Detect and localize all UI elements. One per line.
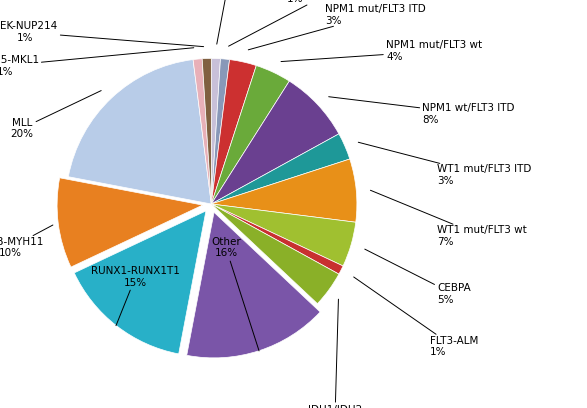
Wedge shape xyxy=(211,204,343,274)
Text: RBM15-MKL1
1%: RBM15-MKL1 1% xyxy=(0,48,194,77)
Text: RUNX1-RUNX1T1
15%: RUNX1-RUNX1T1 15% xyxy=(91,266,180,326)
Text: CBFB-MYH11
10%: CBFB-MYH11 10% xyxy=(0,225,53,259)
Text: WT1 mut/FLT3 wt
7%: WT1 mut/FLT3 wt 7% xyxy=(370,190,527,247)
Text: FLT3-ALM
1%: FLT3-ALM 1% xyxy=(354,277,478,357)
Wedge shape xyxy=(211,159,357,222)
Wedge shape xyxy=(211,58,221,204)
Wedge shape xyxy=(211,134,350,204)
Text: NPM1 mut/FLT3 wt
4%: NPM1 mut/FLT3 wt 4% xyxy=(281,40,482,62)
Wedge shape xyxy=(211,60,257,204)
Wedge shape xyxy=(202,58,211,204)
Wedge shape xyxy=(68,60,211,204)
Text: NPM1 mut/FLT3 ITD
3%: NPM1 mut/FLT3 ITD 3% xyxy=(248,4,426,50)
Wedge shape xyxy=(57,178,203,267)
Text: RUNX1-CBFA2T3
1%: RUNX1-CBFA2T3 1% xyxy=(228,0,373,46)
Wedge shape xyxy=(211,59,230,204)
Text: WT1 mut/FLT3 ITD
3%: WT1 mut/FLT3 ITD 3% xyxy=(358,142,531,186)
Wedge shape xyxy=(187,212,320,358)
Text: DEK-NUP214
1%: DEK-NUP214 1% xyxy=(0,22,204,47)
Text: NPM1 wt/FLT3 ITD
8%: NPM1 wt/FLT3 ITD 8% xyxy=(329,97,515,124)
Text: KAT6A-CREBBP
1%: KAT6A-CREBBP 1% xyxy=(194,0,272,44)
Wedge shape xyxy=(211,204,339,304)
Wedge shape xyxy=(211,204,356,266)
Wedge shape xyxy=(74,211,206,354)
Text: CEBPA
5%: CEBPA 5% xyxy=(365,249,471,305)
Text: IDH1/IDH2
4%: IDH1/IDH2 4% xyxy=(308,299,362,408)
Text: Other
16%: Other 16% xyxy=(211,237,259,351)
Text: MLL
20%: MLL 20% xyxy=(11,91,101,139)
Wedge shape xyxy=(193,59,211,204)
Wedge shape xyxy=(211,81,339,204)
Wedge shape xyxy=(211,66,289,204)
